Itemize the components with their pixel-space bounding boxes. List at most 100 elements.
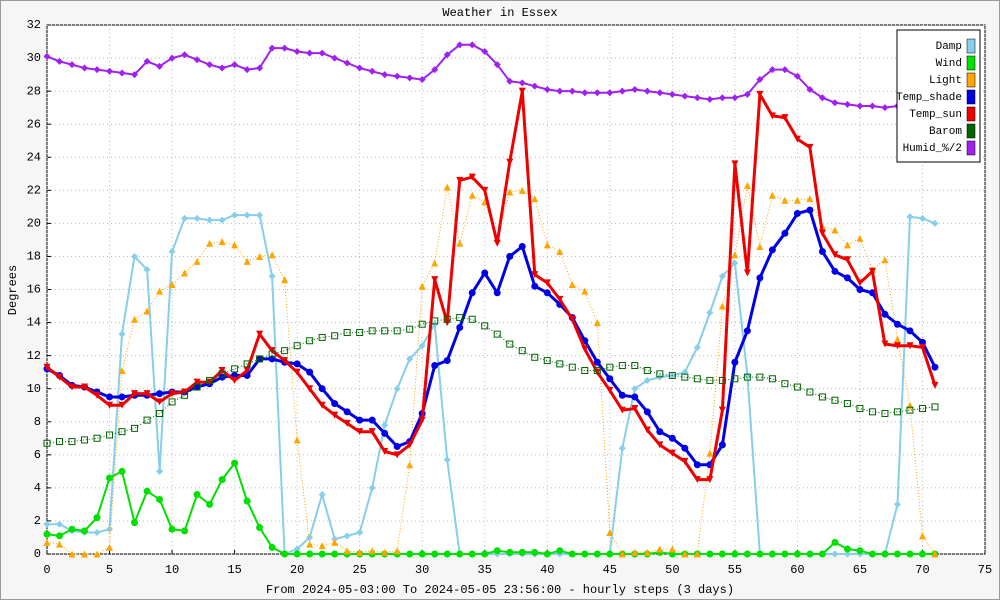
point	[768, 550, 776, 558]
point	[818, 247, 826, 255]
point	[181, 527, 189, 535]
point	[931, 219, 939, 227]
point	[368, 67, 376, 75]
point	[118, 69, 126, 77]
point	[706, 550, 714, 558]
point	[181, 51, 189, 59]
point	[193, 490, 201, 498]
point	[218, 370, 226, 378]
point	[43, 530, 51, 538]
point	[743, 181, 751, 189]
point	[256, 330, 264, 338]
point	[918, 532, 926, 540]
point	[718, 272, 726, 280]
point	[631, 362, 639, 370]
point	[68, 550, 76, 558]
point	[481, 322, 489, 330]
y-tick-label: 22	[27, 183, 41, 197]
point	[306, 550, 314, 558]
point	[856, 405, 864, 413]
y-tick-label: 32	[27, 18, 41, 32]
point	[56, 540, 64, 548]
point	[518, 79, 526, 87]
point	[793, 196, 801, 204]
point	[443, 550, 451, 558]
point	[656, 370, 664, 378]
point	[831, 226, 839, 234]
point	[418, 416, 426, 424]
legend-swatch	[966, 123, 976, 139]
point	[468, 550, 476, 558]
point	[406, 355, 414, 363]
point	[906, 406, 914, 414]
y-tick-label: 18	[27, 250, 41, 264]
point	[618, 391, 626, 399]
point	[593, 89, 601, 97]
point	[856, 102, 864, 110]
point	[656, 89, 664, 97]
point	[243, 497, 251, 505]
x-tick-label: 15	[227, 563, 241, 577]
point	[256, 524, 264, 532]
point	[906, 327, 914, 335]
point	[193, 383, 201, 391]
point	[306, 337, 314, 345]
point	[606, 89, 614, 97]
point	[331, 400, 339, 408]
point	[931, 363, 939, 371]
point	[368, 484, 376, 492]
point	[468, 41, 476, 49]
point	[531, 195, 539, 203]
point	[443, 357, 451, 365]
y-tick-label: 30	[27, 51, 41, 65]
point	[656, 545, 664, 553]
point	[231, 365, 239, 373]
point	[606, 550, 614, 558]
legend: Damp Wind Light Temp_shade Temp_sun Barom Humi…	[896, 29, 981, 163]
point	[243, 257, 251, 265]
point	[481, 269, 489, 277]
point	[443, 183, 451, 191]
x-tick-label: 40	[540, 563, 554, 577]
point	[843, 241, 851, 249]
point	[468, 315, 476, 323]
point	[356, 548, 364, 556]
point	[43, 520, 51, 528]
point	[393, 547, 401, 555]
point	[818, 94, 826, 102]
point	[206, 239, 214, 247]
point	[768, 191, 776, 199]
point	[343, 408, 351, 416]
point	[293, 545, 301, 553]
point	[806, 195, 814, 203]
point	[706, 309, 714, 317]
x-axis-label: From 2024-05-03:00 To 2024-05-05 23:56:0…	[266, 583, 734, 597]
point	[881, 340, 889, 348]
point	[281, 44, 289, 52]
point	[581, 287, 589, 295]
point	[293, 47, 301, 55]
point	[268, 543, 276, 551]
point	[318, 401, 326, 409]
point	[368, 547, 376, 555]
point	[418, 550, 426, 558]
point	[456, 176, 464, 184]
point	[43, 52, 51, 60]
point	[593, 319, 601, 327]
point	[156, 467, 164, 475]
point	[381, 429, 389, 437]
point	[793, 383, 801, 391]
point	[793, 209, 801, 217]
legend-label: Damp	[936, 41, 962, 53]
point	[893, 335, 901, 343]
point	[431, 259, 439, 267]
point	[193, 378, 201, 386]
point	[518, 186, 526, 194]
point	[756, 373, 764, 381]
point	[806, 206, 814, 214]
legend-swatch	[966, 55, 976, 71]
point	[131, 315, 139, 323]
point	[306, 368, 314, 376]
legend-label: Barom	[929, 126, 962, 138]
